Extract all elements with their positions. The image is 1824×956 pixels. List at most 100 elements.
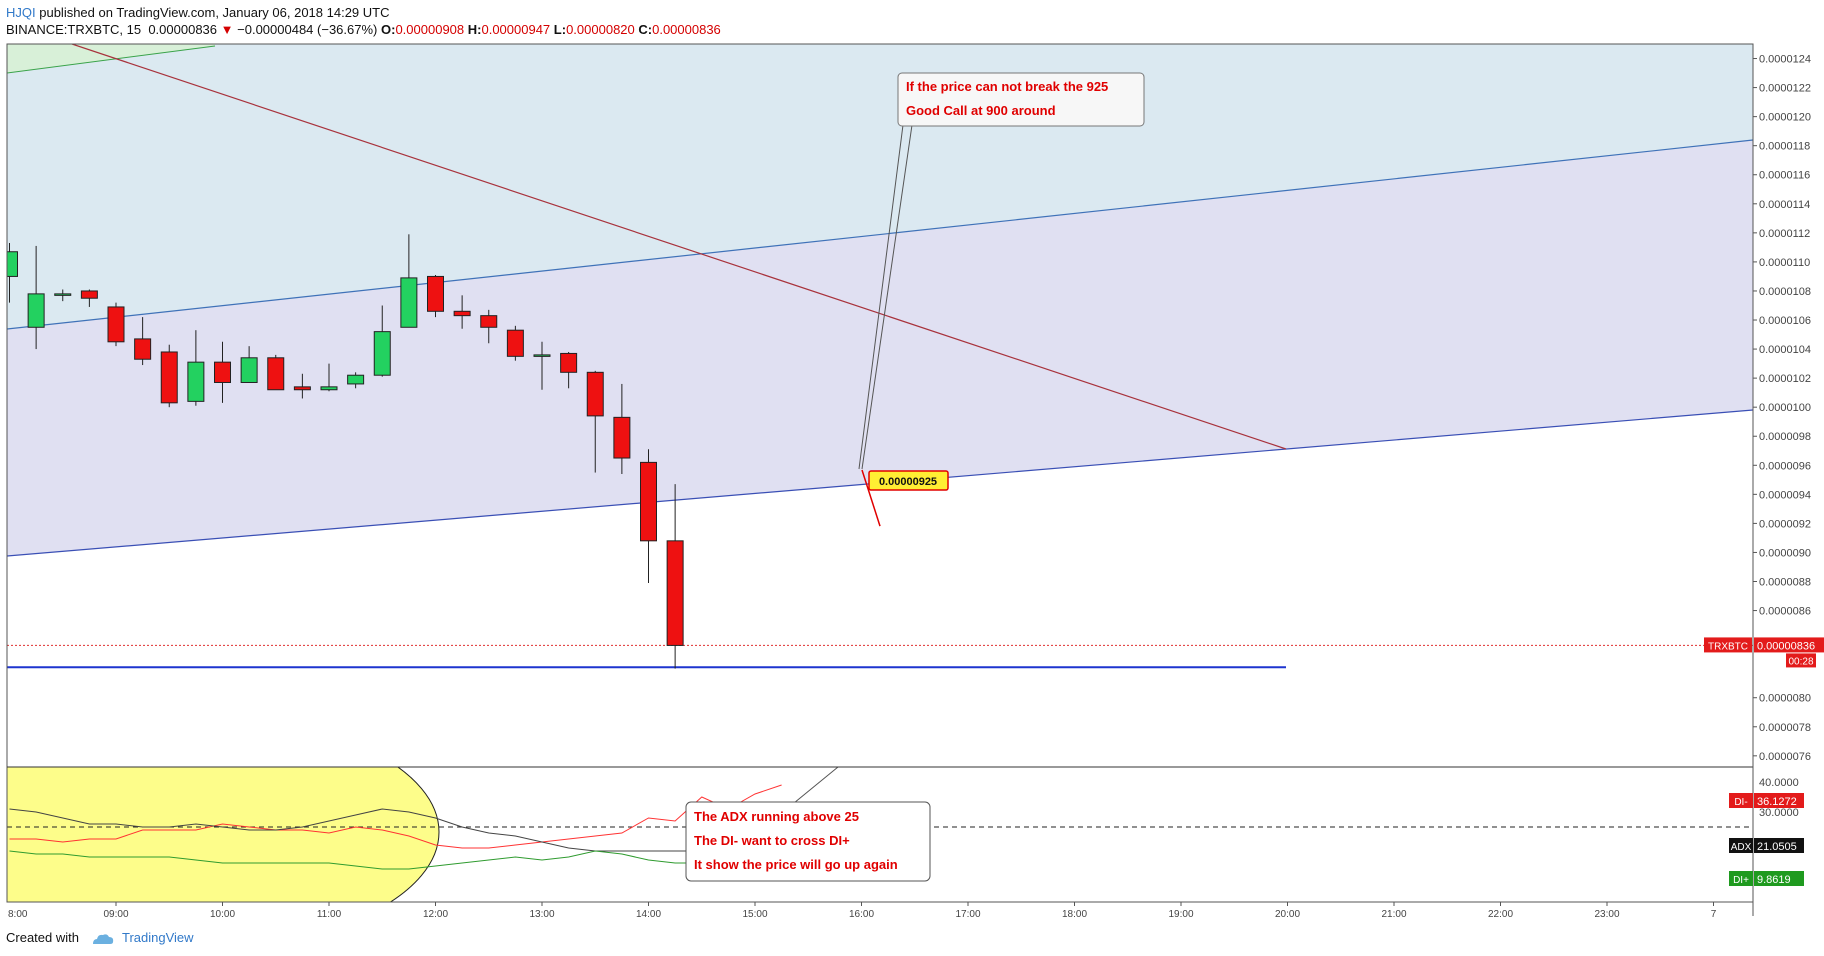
y-tick-label: 0.0000096 <box>1759 460 1811 472</box>
open-label: O: <box>381 22 396 37</box>
candle-body <box>613 416 631 459</box>
candle-body <box>267 357 285 391</box>
x-tick-label: 21:00 <box>1381 909 1406 920</box>
upper-zone <box>7 44 1753 329</box>
y-tick-label: 0.0000114 <box>1759 199 1810 211</box>
series-adx-line <box>9 808 782 852</box>
adx-note-text: The ADX running above 25 <box>694 809 859 824</box>
tradingview-brand-link[interactable]: TradingView <box>122 930 194 945</box>
timer-badge: 00:28 <box>1788 656 1813 667</box>
candle-body <box>214 361 231 383</box>
candle-body <box>506 329 524 357</box>
y-tick-label: 0.0000110 <box>1759 257 1810 269</box>
y-tick-label: 0.0000112 <box>1759 228 1810 240</box>
low-label: L: <box>553 22 567 37</box>
adx-note-box <box>685 801 931 882</box>
candle <box>666 484 684 669</box>
ohlc-line: BINANCE:TRXBTC, 15 0.00000836 ▼ −0.00000… <box>6 21 721 38</box>
price-note-callout: If the price can not break the 925 Good C… <box>858 72 1145 470</box>
candle-body <box>373 331 391 376</box>
y-tick-label: 0.0000090 <box>1759 547 1811 559</box>
open-value: 0.00000908 <box>395 22 465 37</box>
y-tick-label: 0.0000094 <box>1759 489 1811 501</box>
symbol-badge-bg <box>1704 637 1752 653</box>
timer-badge-bg <box>1786 653 1816 668</box>
y-tick-label: 0.0000104 <box>1759 344 1811 356</box>
series-value-badge-bg <box>1754 838 1804 853</box>
candle <box>427 274 444 318</box>
candle <box>187 330 205 406</box>
x-tick-label: 16:00 <box>849 909 874 920</box>
high-label: H: <box>467 22 482 37</box>
candle-body <box>560 352 578 373</box>
candle <box>7 243 18 303</box>
last-price-badge: 0.00000836 <box>1757 640 1815 652</box>
x-tick-label: 19:00 <box>1168 909 1193 920</box>
candle-body <box>187 361 205 402</box>
candle <box>293 373 311 399</box>
symbol-label: BINANCE:TRXBTC, 15 <box>6 22 142 37</box>
price-note-text: Good Call at 900 around <box>906 103 1056 118</box>
x-tick-label: 15:00 <box>742 909 767 920</box>
symbol-badge: TRXBTC <box>1708 641 1748 652</box>
candle-body <box>400 277 418 328</box>
series-diplus-line <box>9 850 782 879</box>
price-tag-box <box>868 470 949 491</box>
low-value: 0.00000820 <box>566 22 635 37</box>
price-change: −0.00000484 (−36.67%) <box>237 22 378 37</box>
candle-body <box>107 306 125 343</box>
adx-note-callout: The ADX running above 25 The DI- want to … <box>685 766 931 882</box>
candle <box>560 351 578 389</box>
candle-body <box>134 338 152 360</box>
close-value: 0.00000836 <box>652 22 721 37</box>
y-tick-label: 0.0000122 <box>1759 83 1811 95</box>
tradingview-logo-icon <box>92 933 113 944</box>
y-tick-label: 0.0000100 <box>1759 402 1811 414</box>
x-tick-label-partial: 8:00 <box>8 909 28 920</box>
candle <box>54 289 72 302</box>
candle-body <box>640 461 657 542</box>
publish-line: HJQI published on TradingView.com, Janua… <box>6 4 721 21</box>
candle <box>240 346 258 383</box>
y-tick-label: 0.0000106 <box>1759 315 1811 327</box>
x-tick-label: 23:00 <box>1594 909 1619 920</box>
candle <box>347 372 365 389</box>
last-price: 0.00000836 <box>148 22 218 37</box>
channel-upper-line <box>7 139 1753 330</box>
candle-body <box>453 310 471 317</box>
x-tick-label: 22:00 <box>1488 909 1513 920</box>
candle-body <box>7 251 18 277</box>
y-tick-label: 0.0000080 <box>1759 693 1811 705</box>
x-tick-label: 10:00 <box>210 909 235 920</box>
y-tick-label: 0.0000088 <box>1759 577 1811 589</box>
x-tick-label: 11:00 <box>317 909 342 920</box>
x-tick-label: 7 <box>1711 909 1717 920</box>
y-tick-label: 0.0000116 <box>1759 170 1810 182</box>
candle <box>107 302 125 347</box>
candle-body <box>320 386 338 391</box>
x-tick-label: 20:00 <box>1275 909 1300 920</box>
candle <box>453 295 471 329</box>
green-trendline <box>7 45 216 74</box>
candle <box>533 341 551 390</box>
candle <box>480 309 498 344</box>
high-value: 0.00000947 <box>481 22 551 37</box>
y-tick-label: 0.0000124 <box>1759 54 1811 66</box>
sub-y-tick-label: 30.0000 <box>1759 807 1799 819</box>
y-tick-label: 0.0000108 <box>1759 286 1811 298</box>
candle <box>267 354 285 391</box>
candle <box>506 325 524 361</box>
candle-body <box>54 293 72 296</box>
candle-body <box>586 371 604 417</box>
author-link[interactable]: HJQI <box>6 5 36 20</box>
footer: Created with TradingView <box>6 930 194 946</box>
candle <box>586 370 604 473</box>
candle <box>640 449 657 583</box>
candle <box>27 245 45 350</box>
candle-body <box>666 540 684 646</box>
y-tick-label: 0.0000118 <box>1759 141 1810 153</box>
adx-note-pointer <box>774 766 839 804</box>
series-name-badge: ADX <box>1731 842 1752 853</box>
candle <box>80 289 98 307</box>
